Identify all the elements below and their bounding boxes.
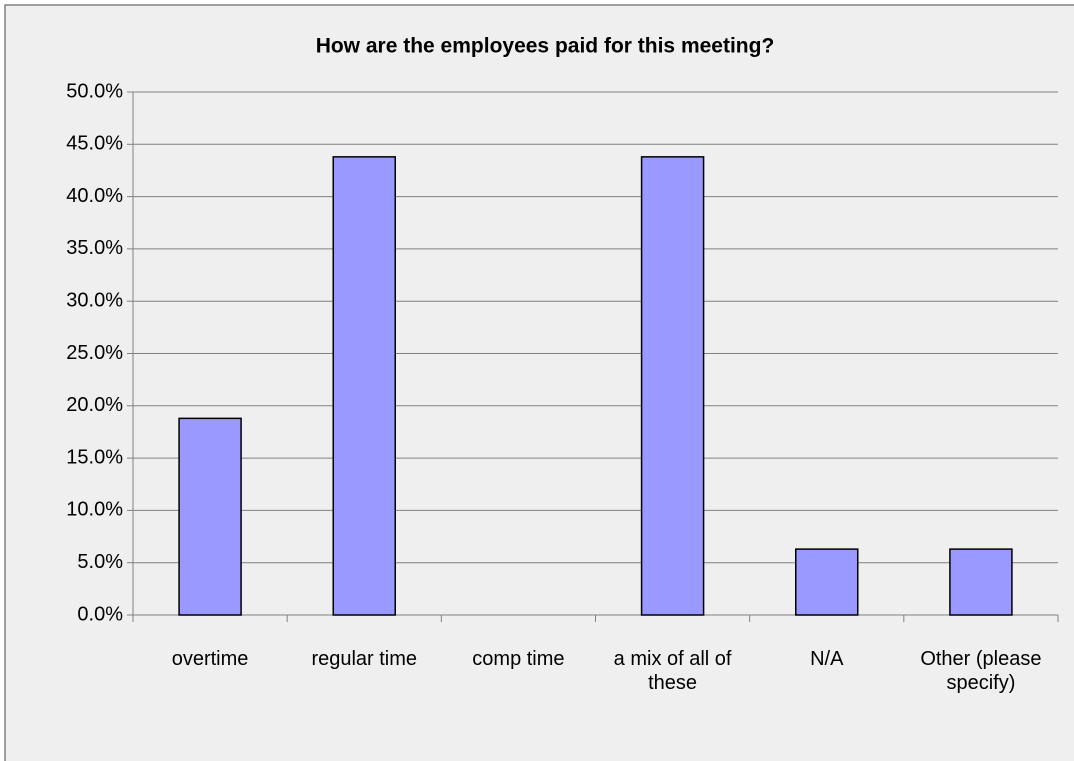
x-tick-label: Other (please specify) [920,648,1042,694]
x-tick-label: N/A [810,648,844,670]
y-tick-label: 50.0% [66,80,123,102]
bar [178,417,242,616]
y-tick-label: 30.0% [66,289,123,311]
y-tick-label: 10.0% [66,499,123,521]
x-tick-label: overtime [171,648,249,670]
bar [795,548,859,616]
y-tick-label: 20.0% [66,394,123,416]
x-tick-label: a mix of all of these [613,648,732,694]
y-tick-label: 15.0% [66,446,123,468]
x-tick-label: regular time [311,648,418,670]
bar [332,156,396,616]
y-tick-label: 25.0% [66,342,123,364]
chart-background [4,4,1074,761]
y-tick-label: 45.0% [66,133,123,155]
y-tick-label: 40.0% [66,185,123,207]
bar [640,156,705,616]
y-tick-label: 35.0% [66,237,123,259]
x-tick-label: comp time [472,648,565,670]
bar [949,548,1013,616]
chart-title: How are the employees paid for this meet… [316,35,775,58]
y-tick-label: 5.0% [77,551,123,573]
y-tick-label: 0.0% [77,603,123,625]
